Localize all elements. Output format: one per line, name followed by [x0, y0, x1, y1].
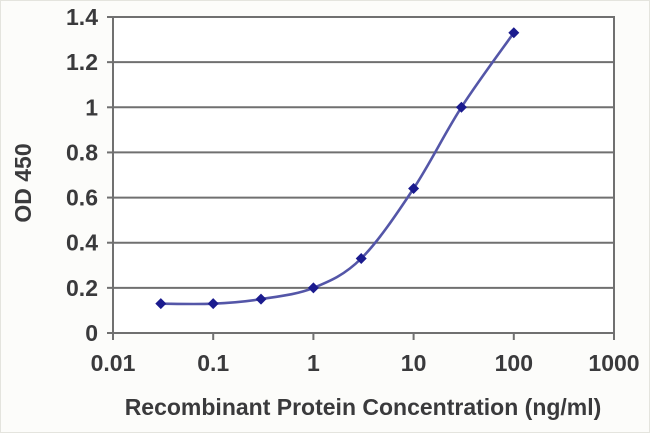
- data-point: [455, 101, 467, 113]
- y-tick-label: 1: [85, 94, 98, 120]
- y-tick-label: 0: [85, 320, 98, 346]
- plot-area: [113, 17, 614, 333]
- y-tick-label: 1.4: [66, 4, 98, 30]
- x-tick-label: 1: [307, 350, 320, 376]
- x-axis-title: Recombinant Protein Concentration (ng/ml…: [125, 394, 602, 420]
- data-point: [408, 183, 420, 195]
- data-point: [508, 27, 520, 39]
- data-point: [255, 293, 267, 305]
- data-point: [155, 298, 167, 310]
- y-tick-label: 0.6: [66, 185, 98, 211]
- plot-frame: [112, 16, 615, 334]
- x-tick-label: 0.1: [197, 350, 229, 376]
- x-tick-label: 10: [401, 350, 427, 376]
- y-tick-label: 0.2: [66, 275, 98, 301]
- y-tick-label: 0.4: [66, 230, 98, 256]
- x-tick-label: 0.01: [91, 350, 136, 376]
- y-tick-label: 1.2: [66, 49, 98, 75]
- x-tick-label: 100: [495, 350, 533, 376]
- y-axis-title: OD 450: [10, 143, 36, 222]
- data-point: [355, 253, 367, 265]
- data-point: [207, 298, 219, 310]
- data-point: [307, 282, 319, 294]
- plot-generated-layer: 0.01 0.1 1 10 100 1000 0 0.2 0.4 0.6 0.8 1 1.2 1.4: [66, 4, 640, 376]
- x-tick-label: 1000: [588, 350, 639, 376]
- y-tick-label: 0.8: [66, 139, 98, 165]
